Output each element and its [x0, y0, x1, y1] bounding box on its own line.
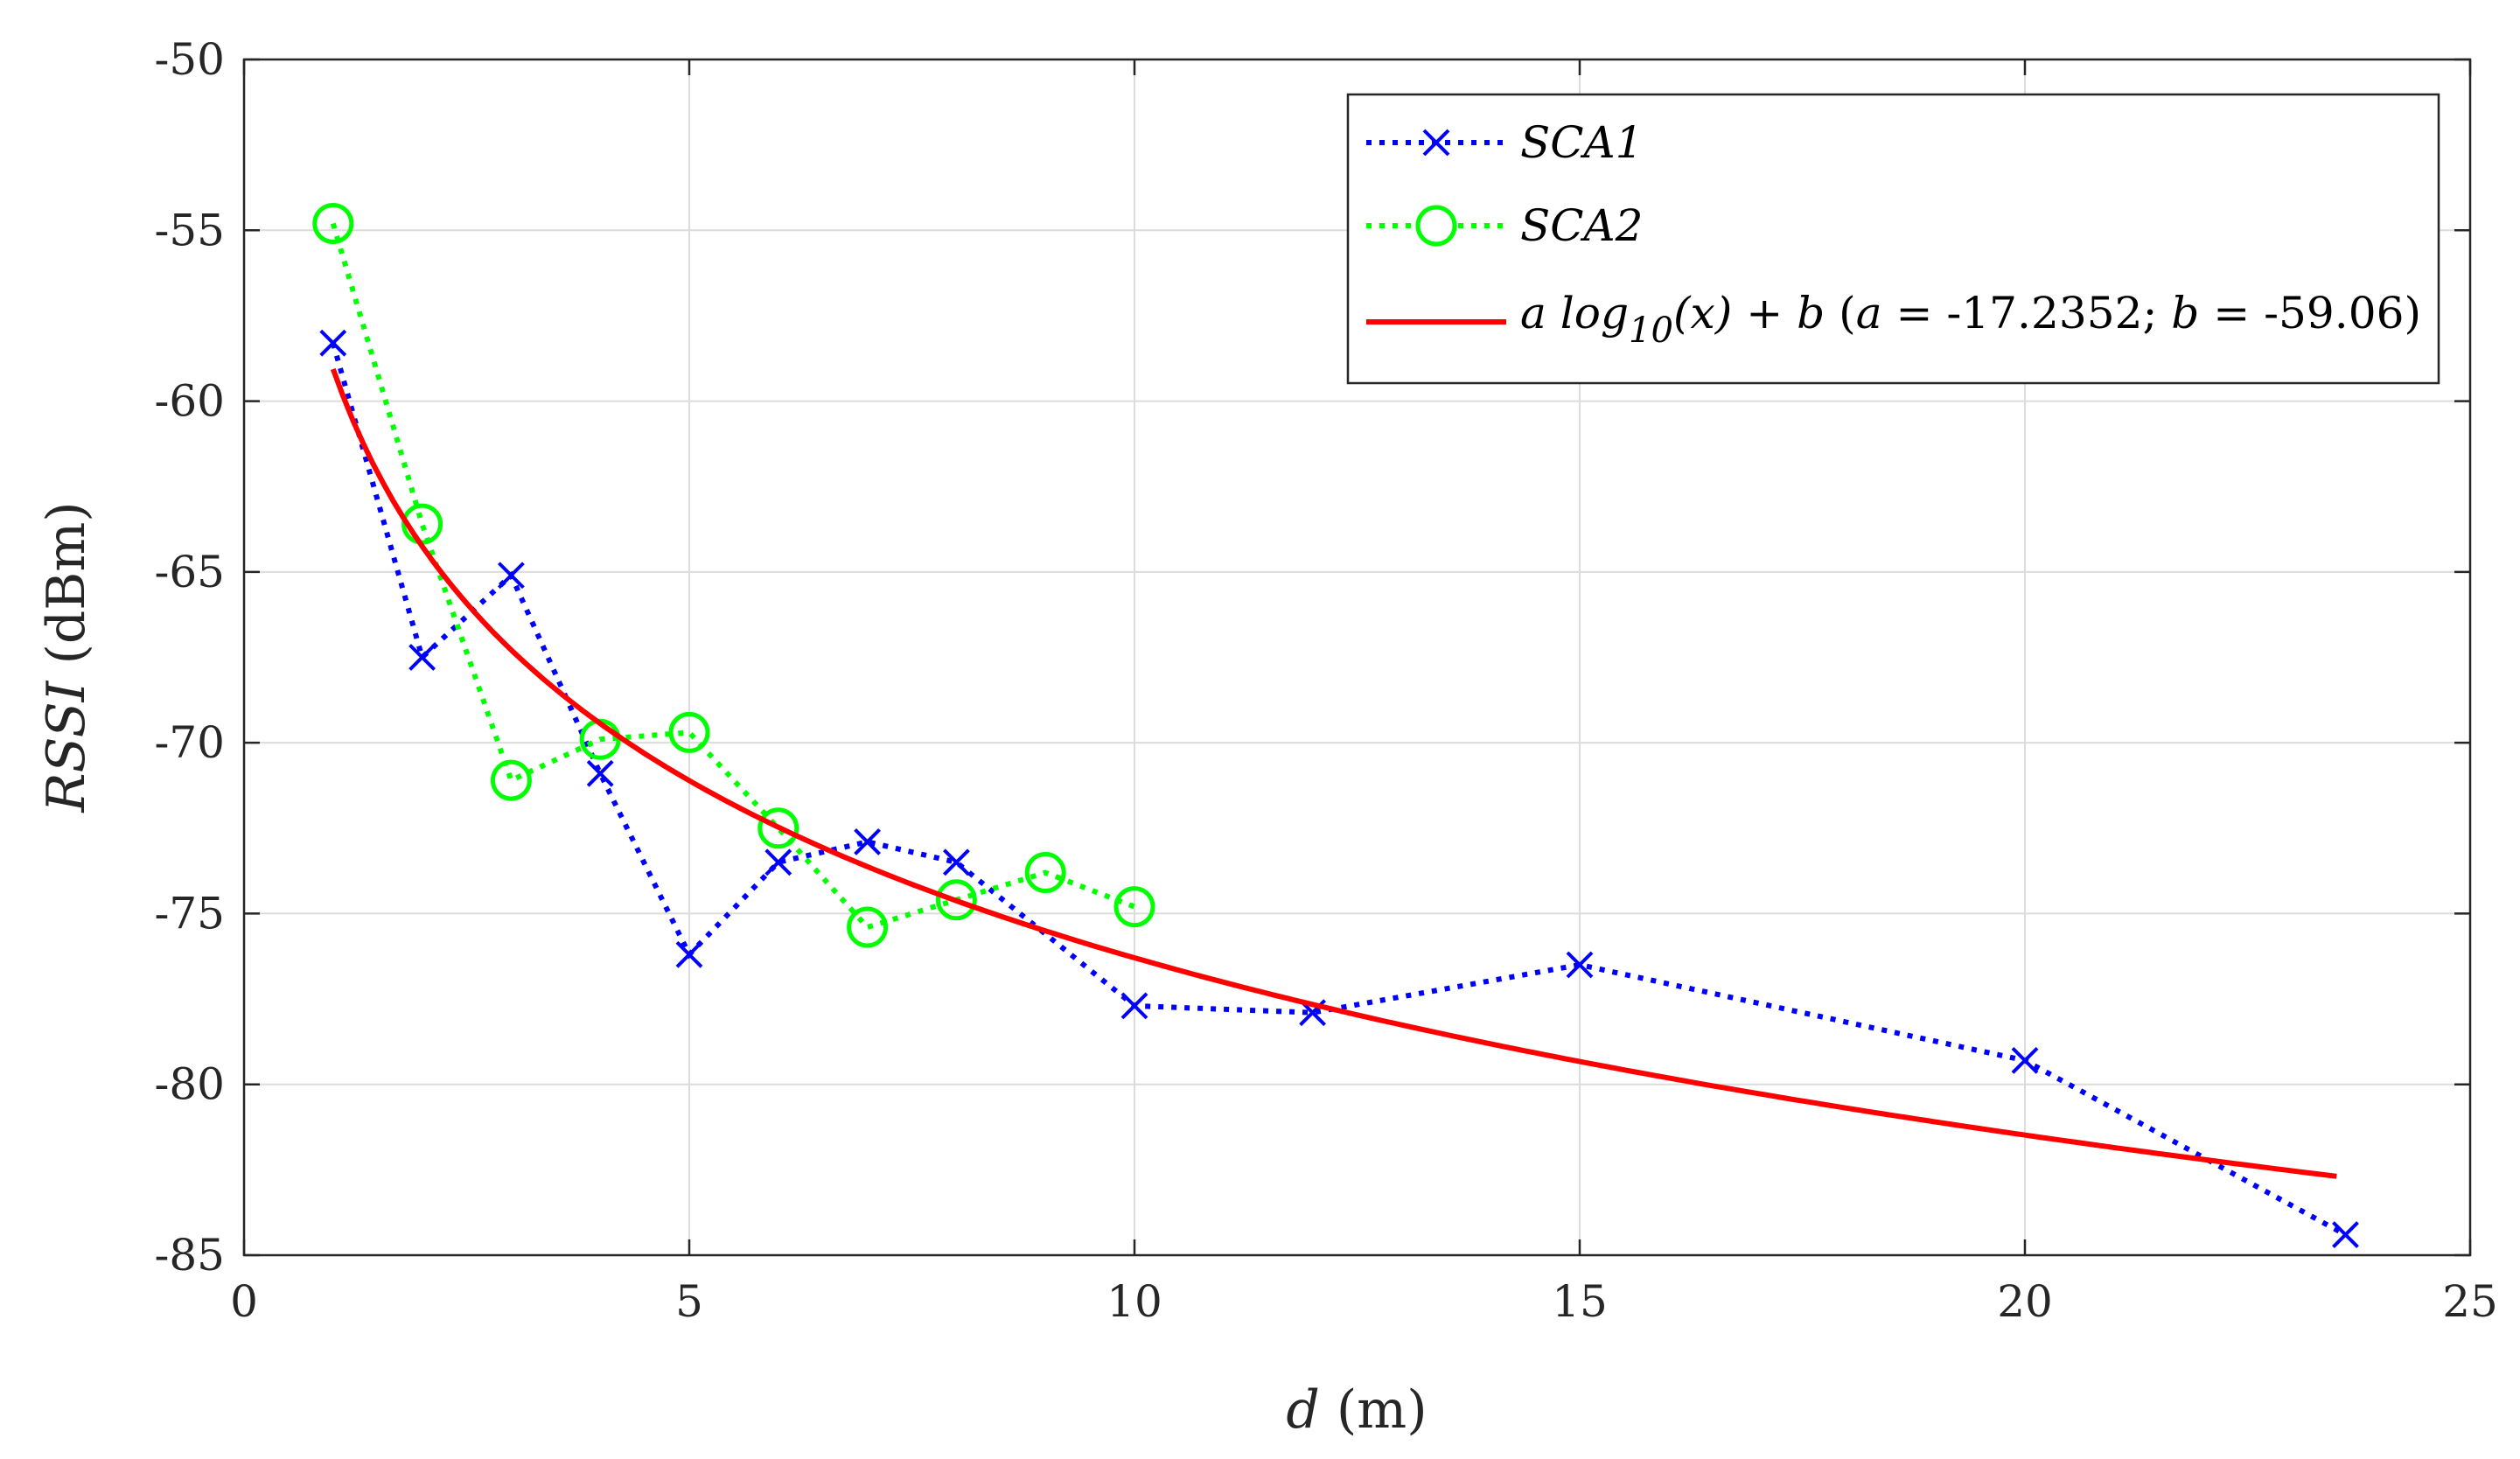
y-tick-label: -55: [154, 205, 225, 255]
sca1-point: [2011, 1046, 2039, 1074]
x-axis-unit: (m): [1320, 1379, 1428, 1441]
y-tick-label: -60: [154, 376, 225, 427]
sca2-point: [847, 906, 889, 948]
sca2-point: [490, 759, 532, 801]
sca2-point: [935, 879, 977, 921]
sca1-point: [2332, 1221, 2359, 1248]
sca1-point: [854, 827, 882, 855]
legend-box: [1346, 93, 2440, 385]
legend: SCA1 SCA2 a log10(x) + b (a = -17.2352; …: [1346, 93, 2440, 385]
y-tick-label: -70: [154, 717, 225, 768]
y-tick-label: -80: [154, 1059, 225, 1110]
y-tick-label: -75: [154, 888, 225, 939]
sca1-point: [942, 848, 970, 876]
sca2-point: [668, 711, 710, 753]
sca1-point: [764, 848, 792, 876]
sca1-point: [408, 644, 436, 671]
legend-label-sca1: SCA1: [1520, 117, 1643, 168]
x-tick-label: 5: [675, 1276, 703, 1327]
legend-label-sca2: SCA2: [1520, 200, 1643, 251]
sca1-point: [675, 940, 703, 968]
series-fit: [330, 367, 2337, 1179]
y-tick-label: -85: [154, 1230, 225, 1281]
x-axis-symbol: d: [1286, 1379, 1319, 1441]
series-layer: [312, 202, 2359, 1248]
y-tick-label: -50: [154, 34, 225, 85]
legend-marker-sca1: [1422, 129, 1450, 157]
sca2-point: [312, 202, 354, 244]
legend-entry-fit: a log10(x) + b (a = -17.2352; b = -59.06…: [1366, 288, 2421, 351]
sca2-line: [330, 222, 1136, 931]
sca2-point: [1024, 852, 1066, 894]
legend-label-fit: a log10(x) + b (a = -17.2352; b = -59.06…: [1520, 288, 2421, 351]
plot-area-frame: [242, 58, 2472, 1257]
x-tick-label: 15: [1552, 1276, 1608, 1327]
sca1-point: [497, 562, 525, 590]
sca2-point: [757, 807, 799, 849]
y-axis-unit: (dBm): [36, 501, 97, 681]
x-tick-label: 10: [1106, 1276, 1162, 1327]
y-axis-symbol: RSSI: [36, 680, 97, 813]
x-axis-label: d (m): [1286, 1379, 1427, 1441]
sca1-point: [319, 329, 347, 357]
y-axis-label: RSSI (dBm): [36, 501, 97, 813]
legend-entry-sca2: SCA2: [1366, 200, 1643, 251]
ticks: 0 5 10 15 20 25 -50 -55 -60 -65 -70 -75 -80 -85: [154, 34, 2497, 1327]
sca2-point: [1113, 886, 1155, 928]
legend-entry-sca1: SCA1: [1366, 117, 1643, 168]
sca1-point: [586, 759, 614, 787]
x-tick-label: 20: [1997, 1276, 2053, 1327]
fit-curve: [330, 367, 2337, 1179]
x-tick-label: 25: [2442, 1276, 2498, 1327]
x-tick-label: 0: [230, 1276, 258, 1327]
legend-marker-sca2: [1415, 205, 1457, 247]
sca1-point: [1120, 992, 1148, 1020]
sca1-point: [1566, 951, 1594, 979]
y-tick-label: -65: [154, 547, 225, 597]
